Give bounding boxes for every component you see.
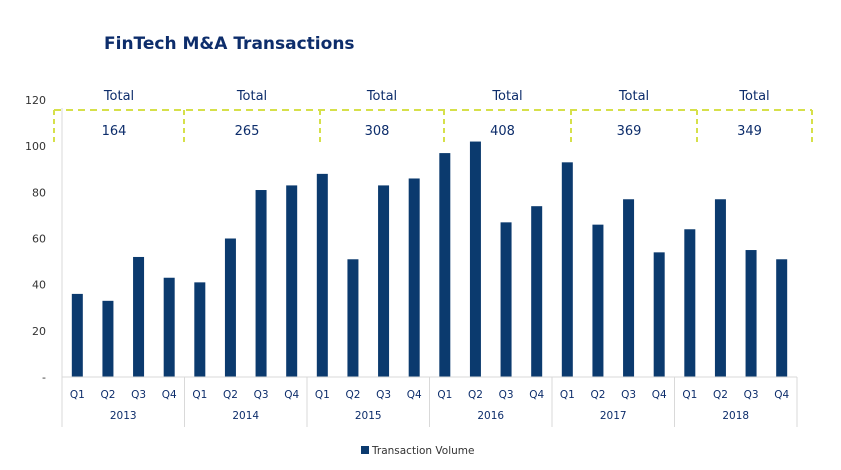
bar-2013-Q1 [71,293,83,377]
bar-2015-Q1 [316,173,328,377]
year-label: 2016 [477,410,504,422]
total-label: Total [103,89,134,104]
year-label: 2013 [110,410,137,422]
total-value: 408 [490,124,515,139]
x-tick-label: Q1 [192,389,207,401]
year-label: 2017 [600,410,627,422]
chart-title: FinTech M&A Transactions [104,34,355,54]
bar-2013-Q4 [163,277,175,377]
bar-2014-Q3 [255,190,267,377]
bar-2017-Q1 [561,162,573,377]
x-tick-label: Q2 [345,389,360,401]
x-tick-label: Q2 [223,389,238,401]
total-value: 164 [102,124,127,139]
x-tick-label: Q4 [407,389,422,401]
x-tick-label: Q4 [652,389,667,401]
x-tick-label: Q1 [682,389,697,401]
legend-swatch [361,446,369,454]
x-tick-label: Q2 [590,389,605,401]
x-tick-label: Q3 [131,389,146,401]
bar-2018-Q4 [776,259,788,377]
bar-2018-Q2 [714,199,726,377]
y-tick-label: 80 [32,186,46,199]
total-label: Total [366,89,397,104]
x-tick-label: Q1 [315,389,330,401]
x-tick-label: Q3 [621,389,636,401]
total-value: 349 [737,124,762,139]
x-tick-label: Q2 [713,389,728,401]
x-tick-label: Q4 [162,389,177,401]
bars [71,141,788,377]
total-label: Total [738,89,769,104]
total-value: 265 [235,124,260,139]
x-tick-label: Q3 [376,389,391,401]
bar-2014-Q2 [224,238,236,377]
bar-2015-Q2 [347,259,359,377]
x-tick-label: Q2 [100,389,115,401]
x-tick-label: Q1 [437,389,452,401]
x-tick-label: Q3 [254,389,269,401]
year-label: 2014 [232,410,259,422]
x-axis: Q1 Q2 Q3 Q4 2013 Q1 Q2 Q3 Q4 2014 Q1 Q2 Q3 Q4 2015 Q1 Q2… [61,376,798,427]
total-label: Total [236,89,267,104]
y-tick-label: 120 [25,94,46,107]
x-tick-label: Q3 [744,389,759,401]
x-tick-label: Q1 [70,389,85,401]
bar-2013-Q2 [102,300,114,377]
x-tick-label: Q4 [284,389,299,401]
y-tick-label: 60 [32,233,46,246]
total-label: Total [491,89,522,104]
legend: Transaction Volume [361,445,474,457]
x-tick-label: Q3 [499,389,514,401]
bar-2017-Q2 [592,224,604,377]
bar-2018-Q3 [745,250,757,377]
bar-2013-Q3 [133,256,145,377]
x-tick-label: Q4 [774,389,789,401]
y-axis: - 20 40 60 80 100 120 [25,94,63,384]
bar-2014-Q1 [194,282,206,377]
total-value: 369 [617,124,642,139]
bar-2017-Q3 [623,199,635,377]
bar-2018-Q1 [684,229,696,377]
bar-2016-Q4 [531,206,543,377]
legend-label: Transaction Volume [371,445,474,457]
y-tick-label: - [42,371,46,384]
y-tick-label: 20 [32,325,46,338]
bar-2015-Q3 [378,185,390,377]
total-brackets: Total 164 Total 265 Total 308 Total 408 Total 369… [53,89,813,146]
year-label: 2015 [355,410,382,422]
bar-2014-Q4 [286,185,298,377]
bar-2017-Q4 [653,252,665,377]
total-value: 308 [365,124,390,139]
x-tick-label: Q4 [529,389,544,401]
bar-2015-Q4 [408,178,420,377]
year-label: 2018 [722,410,749,422]
total-label: Total [618,89,649,104]
y-tick-label: 100 [25,140,46,153]
bar-2016-Q3 [500,222,512,377]
x-tick-label: Q1 [560,389,575,401]
bar-2016-Q2 [469,141,481,377]
x-tick-label: Q2 [468,389,483,401]
bar-2016-Q1 [439,153,451,377]
y-tick-label: 40 [32,279,46,292]
